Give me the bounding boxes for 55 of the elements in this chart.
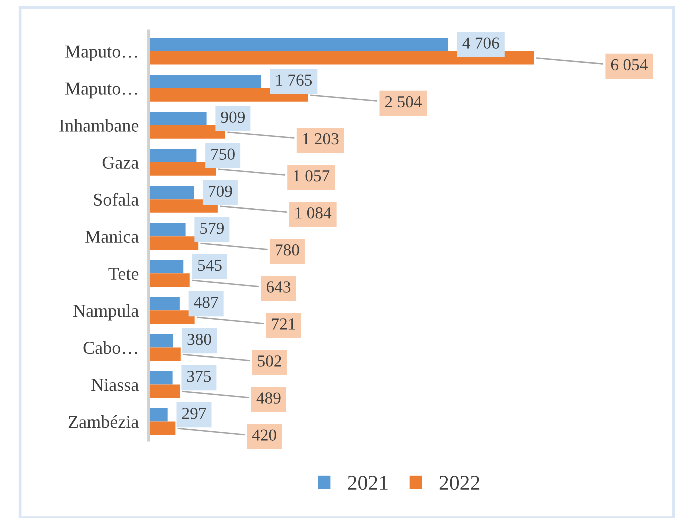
legend-label: 2022 — [440, 476, 480, 490]
bar — [148, 297, 180, 311]
data-label: 420 — [252, 430, 276, 441]
bar — [148, 371, 173, 385]
bar — [148, 274, 190, 287]
bar — [148, 236, 199, 250]
data-label: 375 — [187, 371, 212, 382]
data-label: 4 706 — [462, 38, 500, 49]
data-label: 1 057 — [294, 170, 330, 182]
data-label: 579 — [200, 222, 224, 234]
data-label: 1 203 — [303, 133, 339, 145]
y-tick-label: Manica — [86, 230, 139, 244]
y-tick-label: Cabo… — [84, 341, 138, 354]
bar — [148, 384, 180, 398]
bar — [148, 51, 534, 65]
data-label: 380 — [188, 334, 212, 346]
data-label: 6 054 — [611, 59, 648, 71]
bar — [148, 126, 226, 139]
y-tick-label: Nampula — [74, 304, 139, 321]
bar — [148, 186, 194, 200]
bar — [148, 223, 186, 237]
data-label: 909 — [221, 112, 246, 124]
bar — [148, 348, 181, 362]
y-tick-label: Sofala — [94, 193, 139, 206]
bar — [148, 38, 448, 52]
y-tick-label: Niassa — [92, 379, 139, 392]
data-label: 545 — [198, 260, 222, 272]
bar — [148, 310, 195, 324]
data-label: 780 — [276, 244, 300, 256]
bar — [148, 149, 197, 163]
bar — [148, 422, 176, 436]
bar — [148, 112, 207, 126]
y-tick-label: Gaza — [102, 156, 139, 169]
data-label: 643 — [266, 282, 291, 293]
y-tick-label: Zambézia — [68, 415, 139, 428]
bar — [148, 334, 174, 348]
data-label: 709 — [209, 186, 232, 198]
data-label: 502 — [258, 356, 282, 367]
y-tick-label: Maputo… — [66, 82, 138, 99]
data-label: 2 504 — [385, 96, 422, 108]
data-label: 487 — [194, 296, 218, 308]
y-tick-label: Tete — [108, 268, 139, 280]
data-label: 297 — [182, 408, 206, 420]
data-label: 721 — [272, 318, 296, 330]
legend-label: 2021 — [348, 476, 388, 490]
y-tick-label: Maputo… — [66, 46, 138, 62]
data-label: 1 765 — [276, 74, 312, 86]
data-label: 1 084 — [296, 208, 332, 219]
bar — [148, 75, 262, 88]
bar — [148, 162, 216, 176]
data-label: 489 — [256, 392, 281, 404]
y-tick-label: Inhambane — [60, 119, 139, 132]
bar — [148, 408, 168, 422]
data-label: 750 — [212, 148, 235, 160]
bar — [148, 260, 184, 274]
